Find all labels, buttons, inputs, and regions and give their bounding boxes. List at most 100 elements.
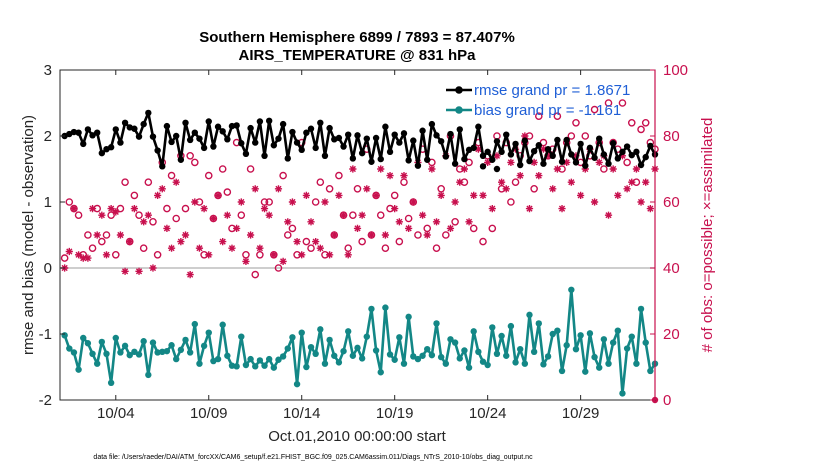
rmse-point bbox=[345, 131, 352, 138]
rmse-point bbox=[368, 158, 375, 165]
y-left-tick-label: -1 bbox=[39, 326, 52, 343]
bias-point bbox=[112, 334, 119, 342]
rmse-point bbox=[377, 155, 384, 163]
bias-point bbox=[186, 349, 194, 356]
obs-assimilated-point bbox=[577, 191, 585, 199]
bias-point bbox=[577, 332, 584, 339]
rmse-point bbox=[363, 135, 370, 142]
y-right-tick-label: 40 bbox=[663, 260, 680, 277]
legend-bias-marker bbox=[455, 106, 463, 114]
obs-possible-point bbox=[186, 151, 194, 160]
rmse-point bbox=[182, 119, 189, 127]
series-obs-assimilated bbox=[61, 132, 659, 404]
obs-possible-point bbox=[600, 165, 608, 173]
obs-assimilated-point bbox=[74, 251, 83, 259]
obs-possible-point bbox=[349, 211, 357, 219]
rmse-point bbox=[233, 122, 240, 129]
bias-point bbox=[489, 324, 496, 331]
obs-possible-point bbox=[144, 178, 153, 186]
obs-assimilated-point bbox=[525, 205, 534, 213]
rmse-point bbox=[461, 155, 468, 163]
series-rmse bbox=[61, 109, 659, 173]
bias-point bbox=[623, 345, 631, 352]
obs-assimilated-point bbox=[372, 191, 380, 199]
rmse-point bbox=[149, 133, 157, 140]
y-right-tick-label: 100 bbox=[663, 62, 688, 79]
rmse-point bbox=[186, 136, 194, 144]
obs-assimilated-point bbox=[191, 198, 199, 206]
y-right-tick-label: 60 bbox=[663, 194, 680, 211]
obs-possible-point bbox=[307, 244, 315, 252]
bias-point bbox=[117, 349, 124, 356]
obs-assimilated-point bbox=[330, 231, 338, 239]
rmse-point bbox=[89, 132, 96, 139]
y-axis-right-ticks: 0 20 40 60 80 100 bbox=[650, 62, 688, 409]
rmse-point bbox=[479, 152, 487, 159]
bias-point bbox=[465, 364, 473, 371]
bias-point bbox=[386, 351, 394, 358]
bias-point bbox=[456, 355, 463, 362]
bias-point bbox=[507, 322, 515, 330]
bias-point bbox=[609, 339, 617, 346]
obs-possible-point bbox=[102, 231, 111, 239]
bias-point bbox=[554, 327, 561, 334]
bias-point bbox=[372, 347, 380, 354]
bias-point bbox=[163, 347, 171, 355]
bias-point bbox=[270, 364, 278, 371]
rmse-point bbox=[600, 151, 608, 158]
obs-possible-point bbox=[121, 178, 129, 186]
obs-assimilated-point bbox=[251, 185, 259, 193]
chart-title: Southern Hemisphere 6899 / 7893 = 87.407… bbox=[199, 29, 515, 46]
rmse-point bbox=[605, 160, 612, 167]
bias-point bbox=[493, 350, 501, 357]
bias-point bbox=[219, 321, 226, 328]
bias-point bbox=[103, 350, 110, 357]
obs-assimilated-point bbox=[237, 198, 245, 206]
obs-possible-point bbox=[288, 224, 297, 233]
bias-point bbox=[414, 355, 422, 363]
obs-assimilated-point bbox=[642, 178, 650, 186]
rmse-point bbox=[479, 163, 487, 170]
bias-point bbox=[289, 334, 296, 341]
obs-assimilated-point bbox=[465, 218, 473, 226]
bias-point bbox=[80, 334, 87, 342]
bias-point bbox=[349, 352, 357, 359]
obs-assimilated-point bbox=[446, 224, 455, 232]
obs-assimilated-point bbox=[507, 158, 515, 166]
bias-point bbox=[200, 342, 208, 350]
bias-point bbox=[368, 305, 375, 313]
obs-assimilated-point bbox=[567, 178, 575, 186]
obs-assimilated-point bbox=[391, 205, 399, 213]
rmse-point bbox=[303, 129, 310, 136]
legend-bias-label: bias grand pr = -1.161 bbox=[474, 102, 621, 119]
obs-assimilated-point bbox=[130, 205, 138, 213]
obs-assimilated-point bbox=[144, 211, 152, 219]
bias-point bbox=[530, 348, 538, 356]
obs-possible-point bbox=[60, 254, 69, 262]
obs-assimilated-point bbox=[205, 251, 213, 259]
obs-possible-point bbox=[274, 264, 283, 272]
obs-possible-point bbox=[302, 237, 311, 246]
obs-assimilated-point bbox=[219, 238, 227, 246]
obs-assimilated-point bbox=[116, 231, 125, 239]
rmse-point bbox=[586, 144, 594, 152]
x-tick-label: 10/24 bbox=[469, 405, 507, 422]
obs-assimilated-point bbox=[344, 251, 352, 259]
obs-assimilated-point bbox=[488, 205, 496, 213]
bias-point bbox=[238, 333, 245, 340]
bias-point bbox=[70, 349, 78, 356]
obs-possible-point bbox=[465, 158, 473, 167]
obs-possible-point bbox=[149, 217, 157, 226]
obs-assimilated-point bbox=[284, 218, 292, 226]
rmse-point bbox=[75, 129, 82, 136]
rmse-point bbox=[526, 157, 533, 165]
obs-assimilated-point bbox=[353, 224, 362, 232]
bias-point bbox=[135, 351, 143, 358]
rmse-point bbox=[530, 147, 538, 155]
obs-assimilated-point bbox=[646, 205, 654, 213]
bias-point bbox=[470, 328, 477, 335]
obs-assimilated-point bbox=[405, 224, 413, 232]
bias-point bbox=[196, 360, 203, 367]
obs-possible-point bbox=[572, 119, 580, 127]
obs-assimilated-point bbox=[604, 211, 613, 219]
